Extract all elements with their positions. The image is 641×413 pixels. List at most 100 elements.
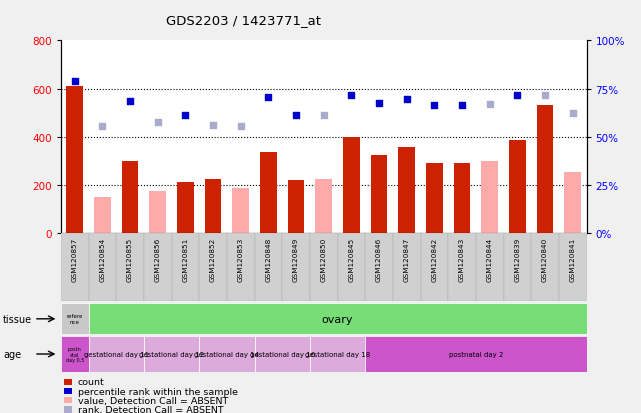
Bar <box>61 337 88 372</box>
Bar <box>564 172 581 233</box>
Point <box>291 112 301 119</box>
Text: postnatal day 2: postnatal day 2 <box>449 351 503 357</box>
Bar <box>88 233 116 301</box>
Bar <box>448 233 476 301</box>
Bar <box>61 304 88 335</box>
Bar <box>315 179 332 233</box>
Bar <box>177 183 194 233</box>
Text: postn
atal
day 0.5: postn atal day 0.5 <box>65 346 84 362</box>
Text: GSM120844: GSM120844 <box>487 237 493 281</box>
Text: tissue: tissue <box>3 314 32 324</box>
Bar <box>172 233 199 301</box>
Bar <box>116 233 144 301</box>
Text: GSM120841: GSM120841 <box>570 237 576 281</box>
Point <box>485 102 495 108</box>
Bar <box>260 153 277 233</box>
Bar <box>233 189 249 233</box>
Text: GSM120846: GSM120846 <box>376 237 382 281</box>
Text: GDS2203 / 1423771_at: GDS2203 / 1423771_at <box>166 14 321 27</box>
Bar <box>365 337 587 372</box>
Text: GSM120839: GSM120839 <box>514 237 520 281</box>
Text: age: age <box>3 349 21 359</box>
Bar <box>310 233 338 301</box>
Text: GSM120853: GSM120853 <box>238 237 244 281</box>
Bar <box>282 233 310 301</box>
Text: refere
nce: refere nce <box>67 313 83 325</box>
Text: GSM120851: GSM120851 <box>183 237 188 281</box>
Text: count: count <box>78 377 104 387</box>
Text: GSM120855: GSM120855 <box>127 237 133 281</box>
Point <box>125 98 135 104</box>
Text: GSM120842: GSM120842 <box>431 237 437 281</box>
Text: gestational day 14: gestational day 14 <box>194 351 260 357</box>
Point <box>208 122 218 128</box>
Bar <box>144 233 172 301</box>
Point <box>429 103 440 109</box>
Text: GSM120850: GSM120850 <box>320 237 327 281</box>
Text: GSM120848: GSM120848 <box>265 237 271 281</box>
Text: GSM120840: GSM120840 <box>542 237 548 281</box>
Bar <box>426 164 443 233</box>
Bar <box>537 106 553 233</box>
Text: rank, Detection Call = ABSENT: rank, Detection Call = ABSENT <box>78 405 223 413</box>
Point <box>346 92 356 99</box>
Bar <box>204 179 221 233</box>
Text: value, Detection Call = ABSENT: value, Detection Call = ABSENT <box>78 396 228 405</box>
Bar <box>365 233 393 301</box>
Text: GSM120847: GSM120847 <box>404 237 410 281</box>
Bar <box>94 197 111 233</box>
Bar <box>199 233 227 301</box>
Bar <box>88 337 144 372</box>
Bar <box>343 137 360 233</box>
Text: gestational day 16: gestational day 16 <box>249 351 315 357</box>
Point <box>540 92 550 99</box>
Text: GSM120849: GSM120849 <box>293 237 299 281</box>
Bar <box>393 233 420 301</box>
Point <box>319 112 329 119</box>
Point <box>236 123 246 130</box>
Point <box>70 79 80 85</box>
Bar <box>199 337 254 372</box>
Point <box>457 103 467 109</box>
Bar <box>509 141 526 233</box>
Bar <box>288 180 304 233</box>
Bar <box>504 233 531 301</box>
Text: GSM120852: GSM120852 <box>210 237 216 281</box>
Text: GSM120856: GSM120856 <box>154 237 161 281</box>
Text: gestational day 12: gestational day 12 <box>139 351 204 357</box>
Bar <box>454 164 470 233</box>
Bar <box>61 233 88 301</box>
Bar <box>531 233 559 301</box>
Point <box>180 112 190 119</box>
Bar <box>254 337 310 372</box>
Point <box>567 110 578 116</box>
Text: gestational day 18: gestational day 18 <box>305 351 370 357</box>
Bar <box>149 191 166 233</box>
Bar <box>144 337 199 372</box>
Bar <box>254 233 282 301</box>
Bar <box>370 155 387 233</box>
Text: GSM120854: GSM120854 <box>99 237 105 281</box>
Bar <box>476 233 504 301</box>
Bar <box>420 233 448 301</box>
Point <box>401 97 412 103</box>
Text: GSM120845: GSM120845 <box>348 237 354 281</box>
Point <box>97 123 108 130</box>
Point <box>153 120 163 126</box>
Bar <box>67 87 83 233</box>
Point <box>512 92 522 99</box>
Bar <box>399 148 415 233</box>
Text: ovary: ovary <box>322 314 353 324</box>
Bar <box>227 233 254 301</box>
Point <box>263 95 274 101</box>
Bar <box>559 233 587 301</box>
Bar <box>338 233 365 301</box>
Bar <box>481 161 498 233</box>
Bar <box>310 337 365 372</box>
Point <box>374 100 384 107</box>
Text: GSM120843: GSM120843 <box>459 237 465 281</box>
Text: GSM120857: GSM120857 <box>72 237 78 281</box>
Text: percentile rank within the sample: percentile rank within the sample <box>78 387 238 396</box>
Text: gestational day 11: gestational day 11 <box>83 351 149 357</box>
Bar <box>122 161 138 233</box>
